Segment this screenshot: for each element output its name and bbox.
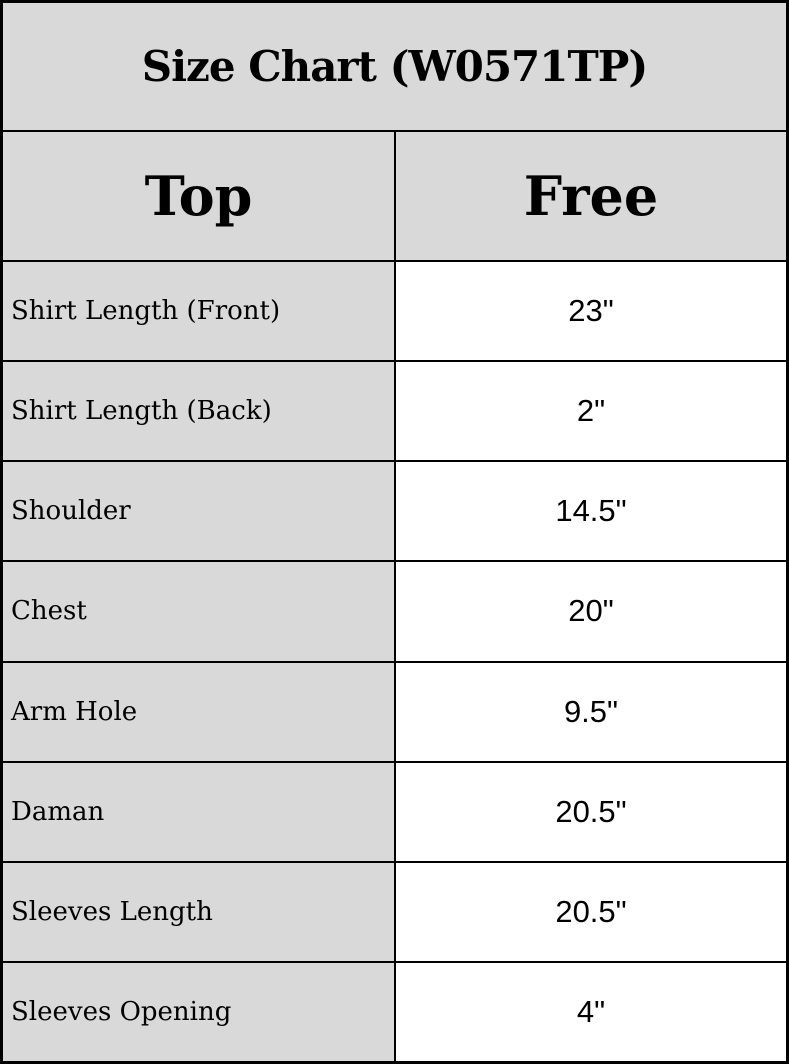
table-row: Chest 20" bbox=[3, 562, 786, 661]
measurement-label: Shirt Length (Back) bbox=[3, 362, 394, 461]
measurement-label: Sleeves Opening bbox=[3, 962, 394, 1061]
table-row: Daman 20.5" bbox=[3, 762, 786, 861]
measurement-value: 14.5" bbox=[396, 462, 786, 561]
table-row: Sleeves Length 20.5" bbox=[3, 862, 786, 961]
column-header-free: Free bbox=[396, 132, 786, 260]
measurement-label: Daman bbox=[3, 762, 394, 861]
measurement-value: 9.5" bbox=[396, 662, 786, 761]
measurement-value: 4" bbox=[396, 962, 786, 1061]
measurement-label: Arm Hole bbox=[3, 662, 394, 761]
table-row: Shoulder 14.5" bbox=[3, 462, 786, 561]
measurement-label: Shoulder bbox=[3, 462, 394, 561]
measurement-value: 23" bbox=[396, 262, 786, 361]
measurement-value: 2" bbox=[396, 362, 786, 461]
measurement-value: 20" bbox=[396, 562, 786, 661]
measurement-label: Sleeves Length bbox=[3, 862, 394, 961]
size-chart-title: Size Chart (W0571TP) bbox=[3, 3, 786, 130]
header-row: Top Free bbox=[3, 132, 786, 260]
measurement-label: Chest bbox=[3, 562, 394, 661]
table-row: Shirt Length (Back) 2" bbox=[3, 362, 786, 461]
measurement-value: 20.5" bbox=[396, 762, 786, 861]
table-row: Arm Hole 9.5" bbox=[3, 662, 786, 761]
column-header-top: Top bbox=[3, 132, 394, 260]
table-row: Shirt Length (Front) 23" bbox=[3, 262, 786, 361]
table-row: Sleeves Opening 4" bbox=[3, 962, 786, 1061]
measurement-label: Shirt Length (Front) bbox=[3, 262, 394, 361]
measurement-value: 20.5" bbox=[396, 862, 786, 961]
